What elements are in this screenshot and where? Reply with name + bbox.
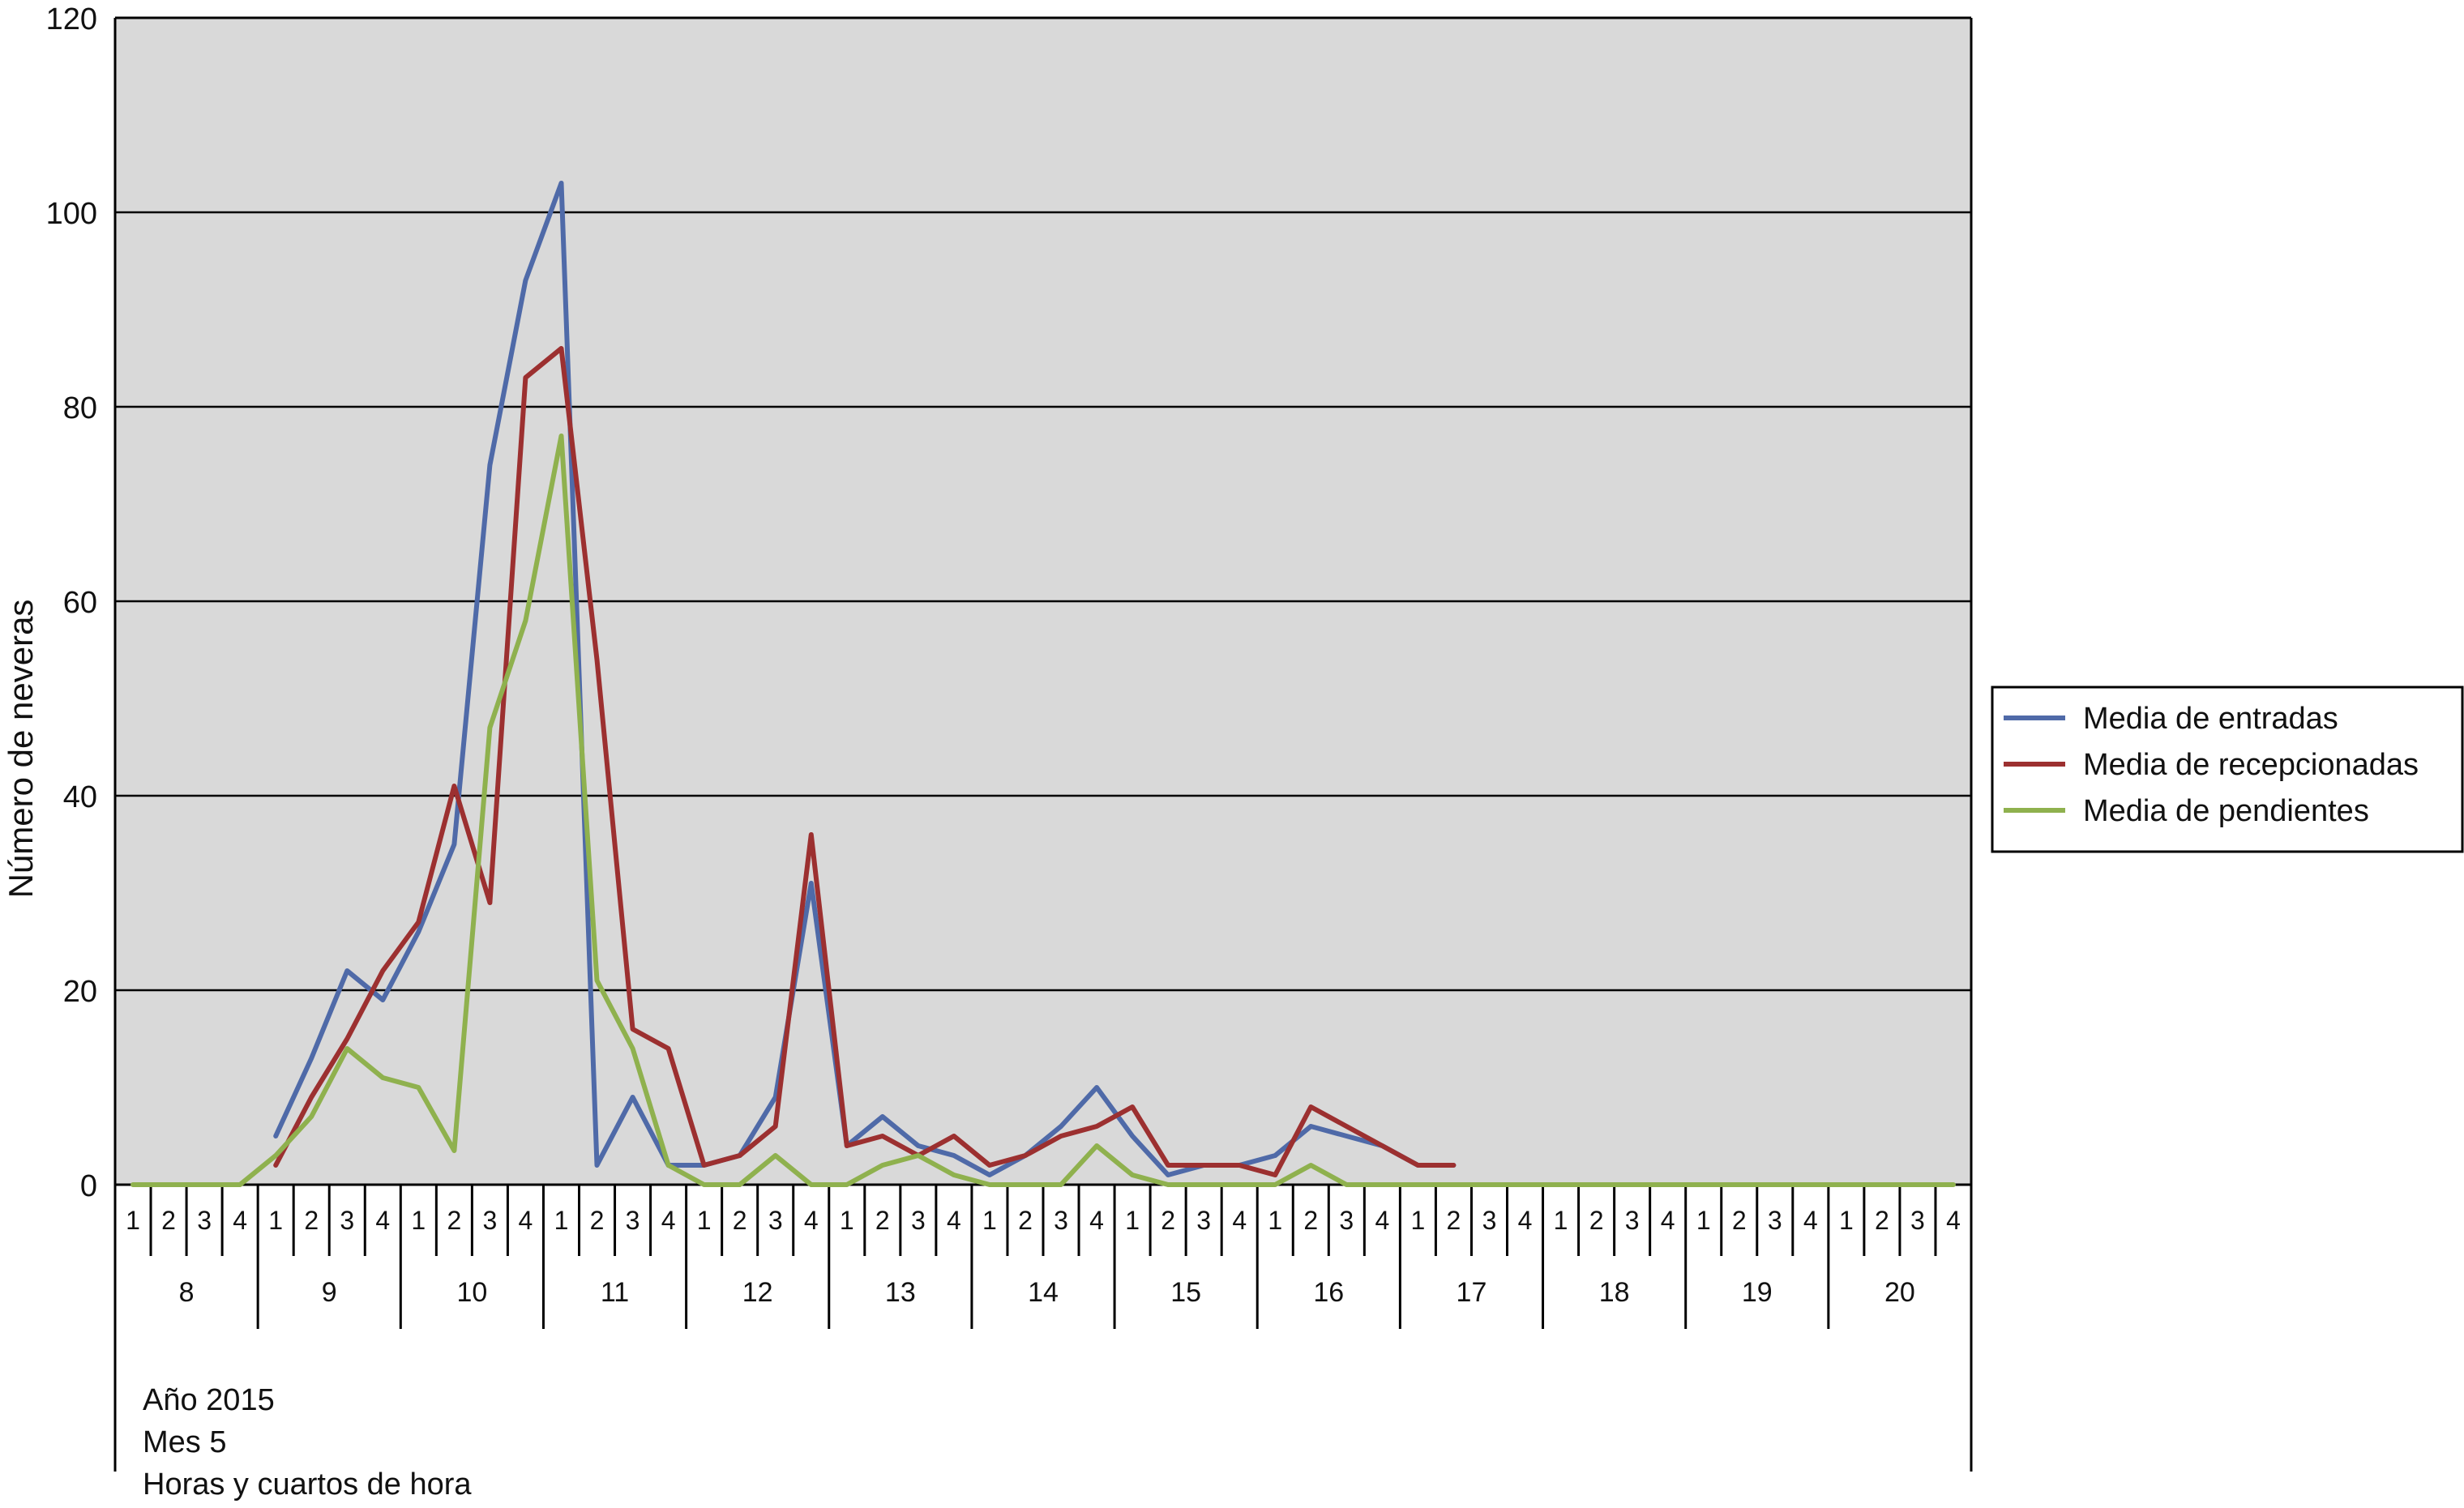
quarter-tick-label: 3 [626,1206,640,1235]
quarter-tick-label: 4 [804,1206,819,1235]
legend-label: Media de pendientes [2083,794,2369,828]
hour-tick-label: 9 [322,1277,337,1308]
quarter-tick-label: 2 [447,1206,461,1235]
axis-note-line: Mes 5 [143,1425,226,1459]
series-line-2 [273,346,1457,1177]
quarter-tick-label: 4 [1946,1206,1961,1235]
y-tick-label: 40 [63,780,97,814]
y-tick-label: 100 [46,197,97,231]
legend-box [1991,686,2464,853]
legend-label: Media de recepcionadas [2083,748,2419,782]
hour-tick-label: 12 [742,1277,773,1308]
axis-note-line: Año 2015 [143,1383,275,1417]
y-tick-label: 0 [80,1169,97,1203]
quarter-tick-label: 1 [1839,1206,1854,1235]
hour-tick-label: 8 [179,1277,195,1308]
legend: Media de entradas Media de recepcionadas M… [1991,686,2464,853]
quarter-tick-label: 2 [1161,1206,1175,1235]
y-axis-label: Número de neveras [2,600,40,899]
quarter-tick-label: 2 [1732,1206,1747,1235]
hour-tick-label: 10 [456,1277,487,1308]
y-axis-ticks: 0 20 40 60 80 100 120 [46,2,97,1203]
quarter-tick-label: 3 [483,1206,498,1235]
quarter-tick-label: 3 [1196,1206,1211,1235]
series-lines [130,181,1956,1187]
quarter-tick-label: 1 [840,1206,854,1235]
grid-lines [113,16,1973,1185]
quarter-tick-label: 3 [1768,1206,1782,1235]
y-tick-label: 120 [46,2,97,36]
quarter-tick-label: 2 [590,1206,605,1235]
series-line-1 [273,181,1457,1177]
hour-tick-label: 20 [1884,1277,1915,1308]
quarter-tick-label: 1 [1696,1206,1711,1235]
quarter-tick-label: 2 [875,1206,890,1235]
quarter-tick-label: 1 [554,1206,569,1235]
quarter-tick-label: 1 [1125,1206,1140,1235]
quarter-tick-label: 2 [1875,1206,1889,1235]
quarter-tick-label: 3 [1482,1206,1497,1235]
quarter-tick-label: 4 [1803,1206,1818,1235]
quarter-tick-label: 3 [911,1206,926,1235]
quarter-tick-label: 2 [161,1206,176,1235]
hour-tick-label: 14 [1028,1277,1059,1308]
quarter-tick-label: 3 [1054,1206,1068,1235]
hour-tick-label: 15 [1170,1277,1201,1308]
quarter-tick-label: 4 [1375,1206,1389,1235]
quarter-tick-label: 3 [1910,1206,1925,1235]
quarter-tick-label: 2 [1303,1206,1318,1235]
quarter-tick-label: 2 [733,1206,747,1235]
y-tick-label: 80 [63,391,97,425]
hour-tick-label: 11 [601,1277,629,1308]
quarter-tick-label: 4 [1232,1206,1247,1235]
quarter-tick-label: 3 [1625,1206,1640,1235]
x-axis-notes: Año 2015 Mes 5 Horas y cuartos de hora [143,1383,472,1502]
quarter-tick-label: 1 [1268,1206,1282,1235]
quarter-tick-label: 1 [982,1206,997,1235]
quarter-tick-label: 4 [947,1206,961,1235]
quarter-tick-label: 3 [340,1206,354,1235]
quarter-tick-label: 1 [268,1206,283,1235]
quarter-tick-label: 2 [304,1206,319,1235]
hour-tick-label: 19 [1742,1277,1773,1308]
quarter-tick-label: 4 [1661,1206,1675,1235]
quarter-tick-label: 2 [1589,1206,1604,1235]
quarter-tick-label: 4 [375,1206,390,1235]
y-tick-label: 20 [63,975,97,1009]
quarter-tick-label: 4 [233,1206,247,1235]
quarter-tick-label: 1 [1411,1206,1426,1235]
quarter-tick-label: 2 [1018,1206,1033,1235]
hour-tick-label: 16 [1313,1277,1344,1308]
quarter-tick-label: 3 [768,1206,783,1235]
quarter-tick-label: 1 [126,1206,140,1235]
quarter-tick-label: 1 [697,1206,712,1235]
quarter-tick-label: 3 [197,1206,212,1235]
hour-tick-label: 18 [1599,1277,1630,1308]
quarter-tick-label: 4 [1089,1206,1104,1235]
quarter-tick-label: 1 [411,1206,426,1235]
axis-note-line: Horas y cuartos de hora [143,1467,472,1502]
quarter-tick-label: 2 [1447,1206,1461,1235]
quarter-tick-label: 4 [661,1206,676,1235]
hour-tick-label: 17 [1457,1277,1487,1308]
hour-tick-label: 13 [885,1277,916,1308]
quarter-tick-label: 4 [519,1206,533,1235]
quarter-tick-label: 1 [1554,1206,1568,1235]
quarter-tick-label: 3 [1339,1206,1354,1235]
y-tick-label: 60 [63,586,97,620]
quarter-tick-label: 4 [1518,1206,1533,1235]
legend-label: Media de entradas [2083,702,2338,736]
series-line-3 [130,434,1956,1187]
